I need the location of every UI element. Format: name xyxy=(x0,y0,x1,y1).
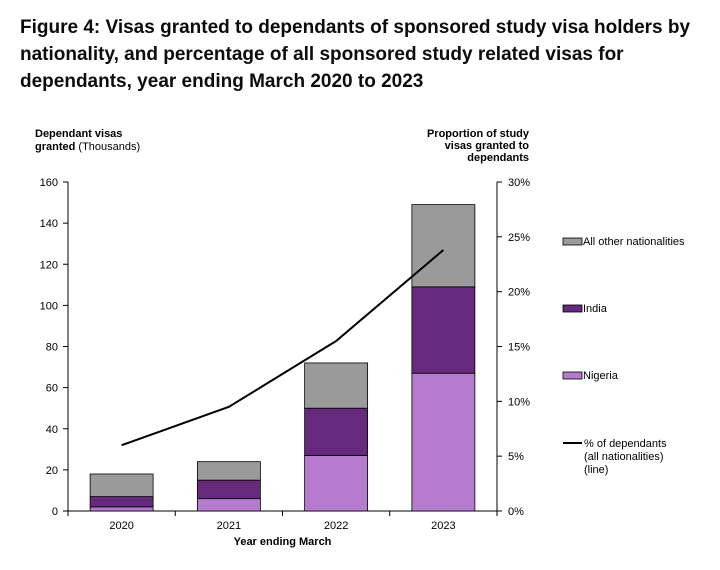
legend-swatch-nigeria xyxy=(562,371,583,380)
bar-india-2022 xyxy=(304,407,369,456)
y-axis-tick-label: 40 xyxy=(46,424,58,436)
bar-nigeria-2023 xyxy=(411,372,476,512)
y-axis-tick-label: 80 xyxy=(46,342,58,354)
y2-axis-tick-label: 0% xyxy=(508,506,524,518)
bar-all-other-nationalities-2022 xyxy=(304,362,369,409)
y-axis-tick-label: 60 xyxy=(46,383,58,395)
chart-title: Figure 4: Visas granted to dependants of… xyxy=(20,17,691,92)
bar-all-other-nationalities-2020 xyxy=(89,473,154,498)
legend-swatch-india xyxy=(562,304,583,313)
y2-axis-tick-label: 30% xyxy=(508,177,530,189)
bar-india-2023 xyxy=(411,286,476,374)
bar-india-2021 xyxy=(196,479,261,500)
bar-india-2020 xyxy=(89,496,154,508)
legend-label-line: (all nationalities) xyxy=(584,451,663,463)
bar-all-other-nationalities-2023 xyxy=(411,204,476,288)
line-percent-dependants xyxy=(121,249,445,447)
y2-axis-title-line: Proportion of study xyxy=(427,128,530,140)
x-axis-tick-label: 2020 xyxy=(109,520,133,532)
bar-all-other-nationalities-2021 xyxy=(196,461,261,481)
legend-label-india: India xyxy=(583,303,608,315)
y-axis-tick-label: 160 xyxy=(40,177,58,189)
x-axis-tick-label: 2023 xyxy=(431,520,455,532)
y2-axis-tick-label: 25% xyxy=(508,232,530,244)
y-axis-title-line: Dependant visas xyxy=(35,128,122,140)
y-axis-tick-label: 140 xyxy=(40,218,58,230)
y-axis-tick-label: 20 xyxy=(46,465,58,477)
y2-axis-title-line: dependants xyxy=(467,152,529,164)
x-axis-title: Year ending March xyxy=(234,536,332,548)
legend-label-line: (line) xyxy=(584,464,608,476)
y2-axis-tick-label: 15% xyxy=(508,342,530,354)
x-axis-tick-label: 2022 xyxy=(324,520,348,532)
y-axis-tick-label: 100 xyxy=(40,300,58,312)
legend-label-all-other-nationalities: All other nationalities xyxy=(583,236,685,248)
x-axis-tick-label: 2021 xyxy=(217,520,241,532)
y2-axis-tick-label: 5% xyxy=(508,451,524,463)
bar-nigeria-2020 xyxy=(89,506,154,512)
y-axis-title-line: granted (Thousands) xyxy=(35,141,140,153)
legend-label-nigeria: Nigeria xyxy=(583,370,619,382)
legend-swatch-all-other-nationalities xyxy=(562,237,583,246)
y2-axis-tick-label: 20% xyxy=(508,287,530,299)
y-axis-tick-label: 120 xyxy=(40,259,58,271)
y2-axis-tick-label: 10% xyxy=(508,396,530,408)
bar-nigeria-2022 xyxy=(304,455,369,512)
y2-axis-title-line: visas granted to xyxy=(445,140,530,152)
legend-label-line: % of dependants xyxy=(584,438,667,450)
bar-nigeria-2021 xyxy=(196,498,261,512)
y-axis-tick-label: 0 xyxy=(52,506,58,518)
